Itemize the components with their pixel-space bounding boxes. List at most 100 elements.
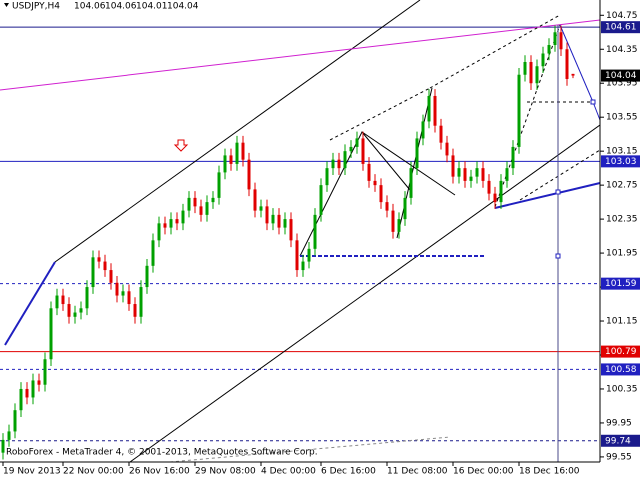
- candle-body: [439, 125, 443, 143]
- dashed-line: [169, 436, 451, 463]
- candle-body: [271, 214, 275, 224]
- candle-body: [529, 61, 533, 84]
- candle-body: [181, 210, 185, 224]
- header-low: 104.01: [136, 2, 168, 12]
- candle-body: [541, 53, 545, 67]
- candle-body: [73, 312, 77, 317]
- candle-body: [427, 95, 431, 122]
- y-tick-label: 102.35: [606, 215, 638, 225]
- price-level-tag: [601, 21, 640, 34]
- x-tick-label: 4 Dec 00:00: [261, 467, 316, 477]
- candle-body: [175, 219, 179, 224]
- candle-body: [205, 202, 209, 215]
- candle-body: [277, 214, 281, 228]
- price-level-label: 103.03: [605, 157, 637, 167]
- price-level-tag: [601, 363, 640, 376]
- candle-body: [223, 155, 227, 173]
- trend-line: [4, 261, 56, 346]
- candle-body: [433, 95, 437, 126]
- y-tick-label: 103.95: [606, 79, 638, 89]
- y-tick-label: 102.75: [606, 181, 638, 191]
- candle-body: [169, 219, 173, 228]
- candle-body: [97, 257, 101, 262]
- x-tick-label: 22 Nov 00:00: [63, 467, 124, 477]
- candle-body: [133, 304, 137, 317]
- y-tick-label: 101.15: [606, 317, 638, 327]
- candle-body: [331, 159, 335, 169]
- candle-body: [13, 410, 17, 432]
- price-level-tag: [601, 434, 640, 447]
- candles: [1, 25, 575, 460]
- candle-body: [403, 197, 407, 220]
- price-level-tag: [601, 155, 640, 168]
- candle-body: [415, 138, 419, 169]
- candle-body: [559, 32, 563, 50]
- candle-body: [19, 388, 23, 411]
- x-tick-label: 26 Nov 16:00: [129, 467, 190, 477]
- candle-body: [571, 73, 575, 76]
- candle-body: [373, 180, 377, 186]
- price-level-label: 100.58: [605, 365, 637, 375]
- chart-title: USDJPY,H4: [12, 2, 60, 12]
- candle-body: [367, 163, 371, 181]
- candle-body: [241, 142, 245, 160]
- candle-body: [289, 219, 293, 241]
- candle-body: [67, 304, 71, 317]
- candle-body: [355, 138, 359, 147]
- candle-body: [313, 214, 317, 249]
- candle-body: [397, 219, 401, 232]
- candle-body: [91, 257, 95, 288]
- candle-body: [199, 206, 203, 215]
- candle-body: [217, 172, 221, 198]
- candle-body: [43, 359, 47, 385]
- candle-body: [61, 295, 65, 305]
- candle-body: [109, 270, 113, 283]
- anchor-point: [555, 253, 561, 259]
- candle-body: [295, 240, 299, 271]
- candle-body: [445, 142, 449, 156]
- levels: [0, 26, 600, 442]
- candle-body: [307, 248, 311, 262]
- candle-body: [481, 168, 485, 181]
- y-tick-label: 99.55: [606, 452, 632, 462]
- candle-body: [475, 168, 479, 177]
- candle-body: [517, 74, 521, 147]
- header-close: 104.04: [167, 2, 199, 12]
- candle-body: [493, 193, 497, 203]
- candle-body: [115, 282, 119, 296]
- trend-line: [494, 182, 601, 209]
- candle-body: [79, 308, 83, 313]
- y-tick-label: 103.15: [606, 147, 638, 157]
- dashed-line: [329, 87, 431, 141]
- candle-body: [55, 295, 59, 309]
- candle-body: [385, 202, 389, 211]
- y-tick-label: 100.35: [606, 384, 638, 394]
- candle-body: [187, 197, 191, 211]
- candle-body: [547, 45, 551, 54]
- candle-body: [265, 206, 269, 224]
- price-level-label: 100.79: [605, 347, 637, 357]
- candle-body: [565, 49, 569, 79]
- forecast-line: [559, 24, 594, 103]
- bid-label: 104.04: [605, 71, 637, 81]
- price-level-tag: [601, 277, 640, 290]
- candle-body: [469, 176, 473, 181]
- candle-body: [511, 146, 515, 169]
- price-level-tag: [601, 345, 640, 358]
- candle-body: [457, 168, 461, 177]
- x-tick-label: 29 Nov 08:00: [195, 467, 256, 477]
- candle-body: [553, 32, 557, 46]
- forecast-line: [592, 101, 601, 121]
- candle-body: [523, 61, 527, 75]
- x-tick-label: 11 Dec 08:00: [387, 467, 448, 477]
- candle-body: [193, 197, 197, 207]
- price-level-label: 101.59: [605, 279, 637, 289]
- y-tick-label: 103.55: [606, 113, 638, 123]
- candle-body: [487, 180, 491, 194]
- header-high: 104.06: [105, 2, 137, 12]
- candle-body: [211, 197, 215, 203]
- candle-body: [85, 287, 89, 309]
- anchor-point: [590, 99, 596, 105]
- y-tick-label: 104.75: [606, 11, 638, 21]
